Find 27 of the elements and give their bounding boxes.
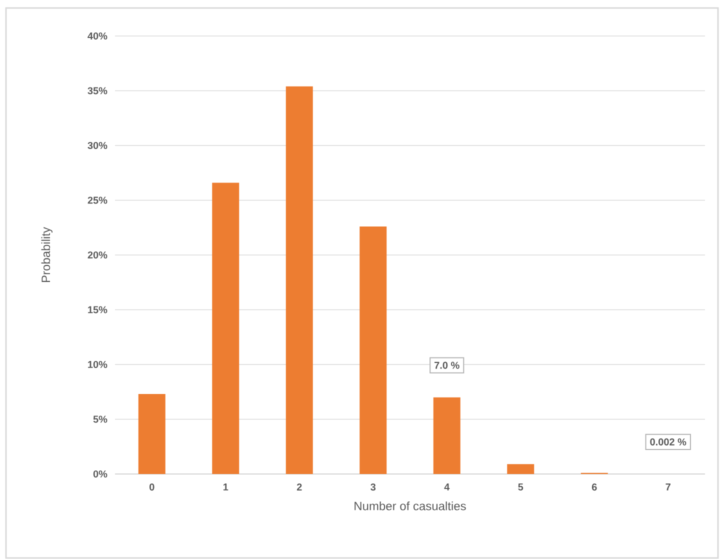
y-tick-label: 15% — [88, 306, 108, 314]
y-tick-label: 5% — [93, 416, 108, 423]
y-tick-label: 40% — [88, 32, 108, 40]
bar — [286, 86, 313, 474]
y-tick-label: 20% — [88, 252, 108, 259]
x-tick-label: 4 — [444, 484, 450, 491]
y-tick-label: 30% — [88, 142, 108, 150]
bar — [433, 397, 460, 474]
annotation: 7.0 % — [434, 362, 460, 369]
annotation: 0.002 % — [650, 438, 686, 446]
x-tick-label: 0 — [149, 484, 154, 491]
x-tick-label: 7 — [666, 484, 670, 491]
y-tick-label: 10% — [88, 361, 108, 368]
y-tick-label: 25% — [88, 196, 108, 204]
y-axis-title: Probability — [41, 227, 52, 282]
y-tick-label: 0% — [93, 470, 108, 478]
x-tick-label: 6 — [592, 484, 597, 491]
x-tick-label: 2 — [296, 484, 302, 491]
bar — [507, 464, 534, 474]
x-tick-label: 3 — [370, 484, 376, 491]
y-tick-label: 35% — [88, 87, 108, 94]
bar — [212, 182, 240, 474]
x-tick-label: 1 — [223, 484, 228, 491]
bar — [138, 394, 166, 474]
bar — [360, 226, 387, 474]
x-axis-title: Number of casualties — [354, 502, 466, 510]
x-tick-label: 5 — [518, 484, 524, 491]
